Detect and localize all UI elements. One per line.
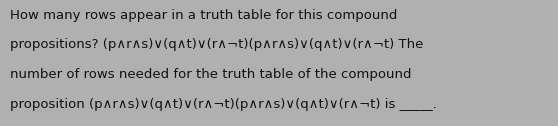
- Text: proposition (p∧r∧s)∨(q∧t)∨(r∧¬t)(p∧r∧s)∨(q∧t)∨(r∧¬t) is _____.: proposition (p∧r∧s)∨(q∧t)∨(r∧¬t)(p∧r∧s)∨…: [10, 98, 437, 111]
- Text: number of rows needed for the truth table of the compound: number of rows needed for the truth tabl…: [10, 68, 412, 81]
- Text: How many rows appear in a truth table for this compound: How many rows appear in a truth table fo…: [10, 9, 397, 22]
- Text: propositions? (p∧r∧s)∨(q∧t)∨(r∧¬t)(p∧r∧s)∨(q∧t)∨(r∧¬t) The: propositions? (p∧r∧s)∨(q∧t)∨(r∧¬t)(p∧r∧s…: [10, 38, 424, 51]
